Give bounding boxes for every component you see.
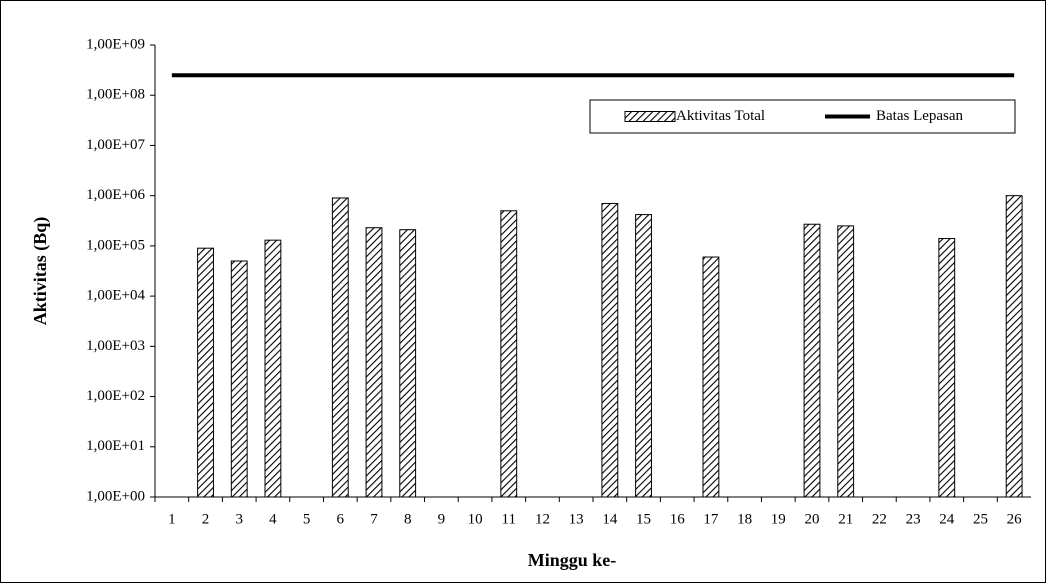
- x-tick-label: 3: [235, 511, 243, 527]
- x-tick-label: 26: [1007, 511, 1023, 527]
- bar: [365, 227, 383, 498]
- bar: [803, 223, 821, 498]
- x-tick-label: 14: [602, 511, 618, 527]
- x-tick-label: 5: [303, 511, 311, 527]
- bar: [500, 210, 518, 498]
- bar: [601, 202, 619, 498]
- y-tick-label: 1,00E+03: [86, 338, 145, 354]
- x-tick-label: 15: [636, 511, 651, 527]
- legend-label: Batas Lepasan: [876, 108, 964, 124]
- bar: [1005, 195, 1023, 498]
- bar: [230, 260, 248, 498]
- x-tick-label: 11: [502, 511, 516, 527]
- x-tick-label: 17: [703, 511, 719, 527]
- y-tick-label: 1,00E+08: [86, 87, 145, 103]
- y-tick-label: 1,00E+00: [86, 488, 145, 504]
- y-axis-title: Aktivitas (Bq): [30, 217, 51, 326]
- y-tick-label: 1,00E+04: [86, 288, 145, 304]
- x-tick-label: 16: [670, 511, 686, 527]
- x-tick-label: 25: [973, 511, 988, 527]
- bar: [837, 225, 855, 498]
- x-tick-label: 19: [771, 511, 786, 527]
- bar: [264, 239, 282, 498]
- y-tick-label: 1,00E+01: [86, 438, 145, 454]
- x-tick-label: 4: [269, 511, 277, 527]
- bar: [331, 197, 349, 498]
- x-tick-label: 24: [939, 511, 955, 527]
- bar: [938, 238, 956, 498]
- x-tick-label: 21: [838, 511, 853, 527]
- bar: [399, 229, 417, 498]
- x-tick-label: 8: [404, 511, 412, 527]
- bar: [702, 256, 720, 498]
- x-tick-label: 23: [906, 511, 921, 527]
- x-axis-title: Minggu ke-: [528, 550, 617, 570]
- x-tick-label: 9: [438, 511, 446, 527]
- x-tick-label: 12: [535, 511, 550, 527]
- y-tick-label: 1,00E+06: [86, 187, 145, 203]
- bar: [197, 247, 214, 498]
- legend-swatch: [624, 111, 676, 122]
- x-tick-label: 2: [202, 511, 210, 527]
- y-tick-label: 1,00E+05: [86, 237, 145, 253]
- y-tick-label: 1,00E+02: [86, 388, 145, 404]
- x-tick-label: 10: [468, 511, 483, 527]
- x-tick-label: 20: [805, 511, 820, 527]
- y-tick-label: 1,00E+07: [86, 137, 145, 153]
- x-tick-label: 22: [872, 511, 887, 527]
- bar: [635, 214, 652, 498]
- x-tick-label: 7: [370, 511, 378, 527]
- x-tick-label: 18: [737, 511, 752, 527]
- x-tick-label: 13: [569, 511, 584, 527]
- legend-label: Aktivitas Total: [676, 108, 765, 124]
- y-tick-label: 1,00E+09: [86, 36, 145, 52]
- x-tick-label: 1: [168, 511, 176, 527]
- x-tick-label: 6: [337, 511, 345, 527]
